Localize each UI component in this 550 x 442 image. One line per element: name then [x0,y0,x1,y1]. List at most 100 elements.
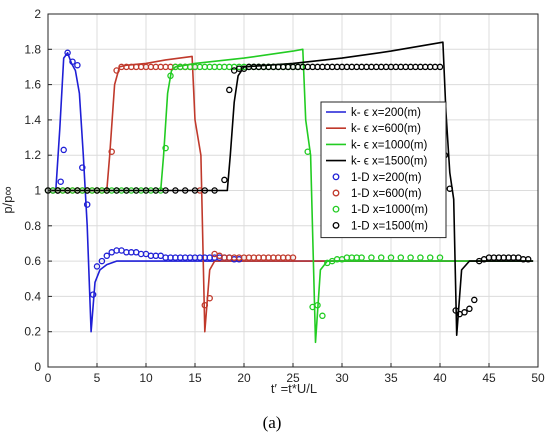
legend-marker-swatch [332,189,340,197]
x-tick-label: 0 [45,371,52,385]
legend-label: 1-D x=600(m) [351,188,422,200]
data-point [132,187,140,194]
y-tick-label: 1.6 [24,78,41,92]
y-tick-label: 0 [34,360,41,374]
data-point [93,187,101,194]
data-point [436,254,444,261]
data-point [368,254,375,261]
data-point [436,63,444,71]
x-tick-label: 45 [482,371,496,385]
figure-caption: (a) [263,413,282,432]
data-point [108,148,115,155]
data-point [314,301,321,309]
series-line [48,48,534,344]
legend-marker-swatch [332,221,340,229]
series-4 [44,49,243,298]
x-tick-label: 10 [139,371,153,385]
data-point [417,254,424,261]
data-point [377,254,385,261]
data-point [103,252,111,260]
y-tick-label: 1.4 [24,113,41,127]
data-point [226,86,233,94]
data-point [93,263,101,270]
data-point [191,187,199,194]
data-point [172,187,179,194]
plot-series [44,41,534,344]
data-point [304,148,311,155]
y-tick-label: 1.8 [24,42,41,56]
y-tick-label: 0.4 [24,289,41,303]
x-tick-label: 20 [237,371,251,385]
axis-ticks: 0 5 10 15 20 25 30 35 40 45 50 0 0.2 0.4 0.6 0.8 1 1.2 1.4… [24,7,545,385]
x-tick-label: 25 [286,371,300,385]
data-point [98,257,106,265]
data-point [142,187,150,194]
data-point [103,187,111,194]
data-point [79,164,86,171]
legend-label: 1-D x=200(m) [351,172,422,184]
data-point [83,201,91,208]
data-point [461,309,468,316]
series-line [48,41,534,337]
x-axis-label: t′ =t*U/L [271,381,317,396]
data-point [319,312,326,320]
data-point [113,187,120,194]
y-tick-label: 0.6 [24,254,41,268]
data-point [57,178,64,185]
data-point [397,254,405,261]
legend-label: k- ϵ x=1500(m) [351,156,428,168]
data-point [358,254,365,261]
x-tick-label: 5 [94,371,101,385]
x-tick-label: 15 [188,371,202,385]
data-point [64,49,71,57]
data-point [211,187,218,194]
data-point [69,58,76,65]
data-point [89,291,97,298]
y-tick-label: 1.2 [24,148,41,162]
y-axis-label: p/p∞ [0,186,15,213]
data-point [452,307,459,314]
data-point [446,185,454,192]
data-point [181,187,189,194]
data-point [471,296,478,304]
x-tick-label: 50 [531,371,545,385]
x-tick-label: 40 [433,371,447,385]
data-point [167,72,174,80]
legend-label: 1-D x=1500(m) [351,220,428,232]
series-2 [48,48,534,344]
legend-marker-swatch [332,173,340,181]
data-point [83,187,91,194]
data-point [524,256,532,263]
legend-label: k- ϵ x=600(m) [351,123,421,135]
data-point [289,254,297,261]
data-point [123,187,130,194]
legend-box [320,101,447,239]
data-point [74,187,81,194]
series-7 [44,63,532,318]
x-tick-label: 30 [335,371,349,385]
data-point [201,187,209,194]
legend-label: k- ϵ x=1000(m) [351,139,428,151]
y-tick-label: 2 [34,7,41,21]
legend-marker-swatch [332,205,340,213]
data-point [60,146,67,154]
y-tick-label: 1 [34,184,41,198]
data-point [407,254,414,261]
data-point [152,187,160,194]
data-point [162,144,169,152]
y-tick-label: 0.8 [24,219,41,233]
data-point [426,254,434,261]
data-point [74,61,81,69]
data-point [113,67,120,74]
data-point [162,187,169,194]
legend-label: 1-D x=1000(m) [351,204,428,216]
y-tick-label: 0.2 [24,325,41,339]
data-point [201,301,209,309]
data-point [387,254,395,261]
data-point [206,294,213,302]
legend-label: k- ϵ x=200(m) [351,107,421,119]
data-point [221,176,228,184]
x-tick-label: 35 [384,371,398,385]
